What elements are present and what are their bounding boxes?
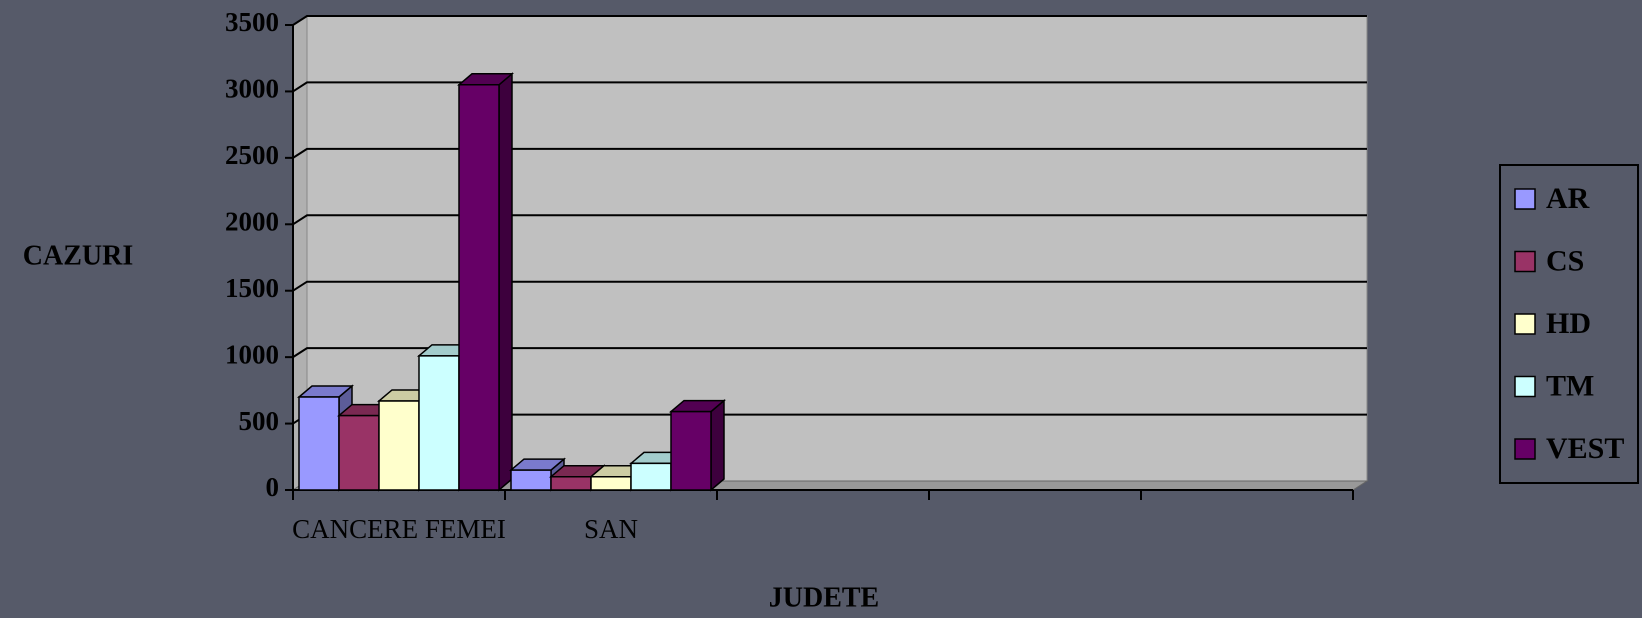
legend-swatch [1514, 188, 1536, 210]
x-tick-label: CANCERE FEMEI [292, 514, 506, 544]
bar-face [458, 84, 500, 491]
legend-swatch [1514, 375, 1536, 398]
bar-face [710, 398, 725, 492]
bar-face [550, 475, 592, 491]
bar-face [338, 414, 380, 491]
legend-label: CS [1546, 244, 1584, 277]
y-tick-label: 2500 [225, 140, 279, 170]
legend-label: AR [1546, 182, 1590, 215]
bar-face [670, 410, 712, 491]
y-tick-label: 500 [239, 406, 280, 436]
grid-line [292, 81, 1367, 93]
bar-face [510, 469, 552, 491]
bar [668, 398, 727, 492]
grid-line [292, 15, 1367, 26]
legend-swatch [1514, 313, 1536, 335]
bar-face [298, 396, 340, 491]
bar-face [498, 72, 513, 492]
legend-swatch [1514, 438, 1536, 460]
y-tick-label: 1000 [225, 339, 279, 369]
y-tick-label: 2000 [225, 206, 279, 236]
bar-face [418, 355, 460, 491]
legend-label: HD [1546, 307, 1591, 340]
grid-line [292, 280, 1367, 292]
y-tick-label: 0 [266, 472, 280, 502]
legend-label: TM [1546, 369, 1594, 402]
grid-line [292, 147, 1367, 159]
bar-face [378, 400, 420, 491]
legend-swatch [1514, 250, 1536, 273]
bar-face [630, 462, 672, 491]
bar-face [590, 475, 632, 491]
x-axis-title: JUDETE [769, 582, 879, 613]
x-tick-label: SAN [584, 514, 638, 544]
y-axis-title: CAZURI [23, 240, 133, 271]
legend-label: VEST [1546, 432, 1624, 465]
y-tick-label: 3000 [225, 74, 279, 104]
y-tick-label: 1500 [225, 273, 279, 303]
grid-line [292, 214, 1367, 226]
y-tick-label: 3500 [225, 7, 279, 37]
grid-line [292, 347, 1367, 358]
bar [456, 72, 515, 492]
